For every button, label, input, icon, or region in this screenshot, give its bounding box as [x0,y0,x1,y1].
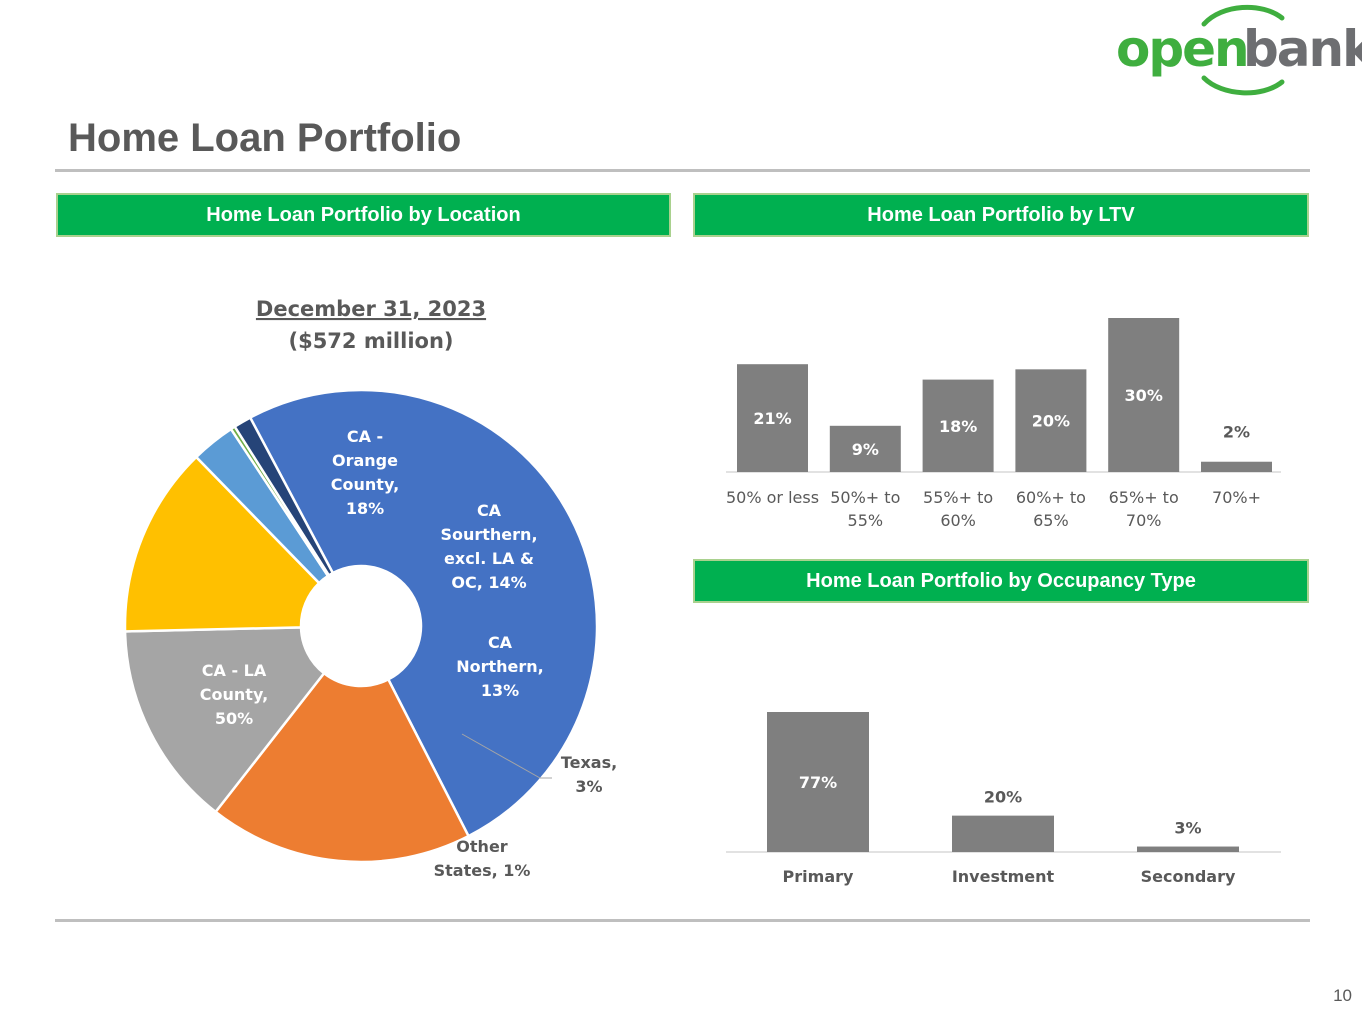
occupancy-section-header: Home Loan Portfolio by Occupancy Type [693,559,1309,603]
ltv-category-label: 55%+ to 60% [923,488,993,530]
ltv-category-label: 50% or less [726,488,819,507]
donut-title: December 31, 2023 [256,297,486,321]
occupancy-value-label: 77% [799,773,837,792]
location-section-header: Home Loan Portfolio by Location [56,193,671,237]
ltv-category-label: 50%+ to 55% [830,488,900,530]
texas-leader-line [461,733,541,779]
logo-arc-top [1201,4,1285,27]
ltv-bar [1108,318,1180,472]
footer-divider [55,919,1310,922]
donut-slice-label: Other States, 1% [434,837,531,880]
logo-arc-bottom [1201,75,1285,96]
donut-slice-label: CA Sourthern, excl. LA & OC, 14% [440,501,537,592]
openbank-logo: open bank [1116,4,1362,96]
ltv-value-label: 2% [1223,423,1250,442]
ltv-value-label: 9% [852,440,879,459]
page-number: 10 [1333,986,1352,1005]
occupancy-bar [1137,846,1239,852]
ltv-bar [829,425,901,472]
ltv-value-label: 30% [1125,386,1163,405]
occupancy-bar [767,712,869,852]
occupancy-value-label: 20% [984,788,1022,807]
ltv-bar [737,364,808,472]
occupancy-bar-chart: 77% Primary 20% Investment 3% Secondary [726,712,1281,886]
donut-slice [123,455,321,633]
ltv-category-label: 70%+ [1212,488,1261,507]
donut-subtitle: ($572 million) [288,329,453,353]
ltv-section-header: Home Loan Portfolio by LTV [693,193,1309,237]
donut-slice-label: CA - LA County, 50% [200,661,268,728]
ltv-value-label: 21% [753,409,791,428]
occupancy-section-title: Home Loan Portfolio by Occupancy Type [806,569,1196,592]
ltv-section-title: Home Loan Portfolio by LTV [867,203,1135,226]
ltv-bar [922,379,994,472]
donut-slice [123,626,326,814]
title-divider [55,169,1310,172]
ltv-bar [1201,461,1272,472]
ltv-value-label: 20% [1032,412,1070,431]
ltv-value-label: 18% [939,417,977,436]
occupancy-category-label: Investment [952,867,1055,886]
ltv-category-label: 60%+ to 65% [1016,488,1086,530]
occupancy-bar [952,815,1054,852]
page-title: Home Loan Portfolio [68,116,462,160]
occupancy-category-label: Primary [783,867,854,886]
logo-text-open: open [1116,20,1248,78]
occupancy-value-label: 3% [1174,819,1201,838]
occupancy-category-label: Secondary [1141,867,1236,886]
location-section-title: Home Loan Portfolio by Location [206,203,521,226]
donut-slice [213,671,471,864]
donut-slice-label: Texas, 3% [561,753,617,796]
logo-text-bank: bank [1243,20,1362,78]
location-donut-chart: December 31, 2023 ($572 million) CA - LA… [123,297,617,880]
donut-slice [248,388,599,838]
ltv-bar [1015,369,1087,472]
donut-slice [233,415,335,578]
ltv-bar-chart: 21% 50% or less 9% 50%+ to 55% 18% 55%+ to 60% 2… [726,318,1281,530]
ltv-category-label: 65%+ to 70% [1109,488,1179,530]
donut-slice-label: CA Northern, 13% [456,633,544,700]
donut-slice-label: CA -Orange County, 18% [331,427,399,518]
